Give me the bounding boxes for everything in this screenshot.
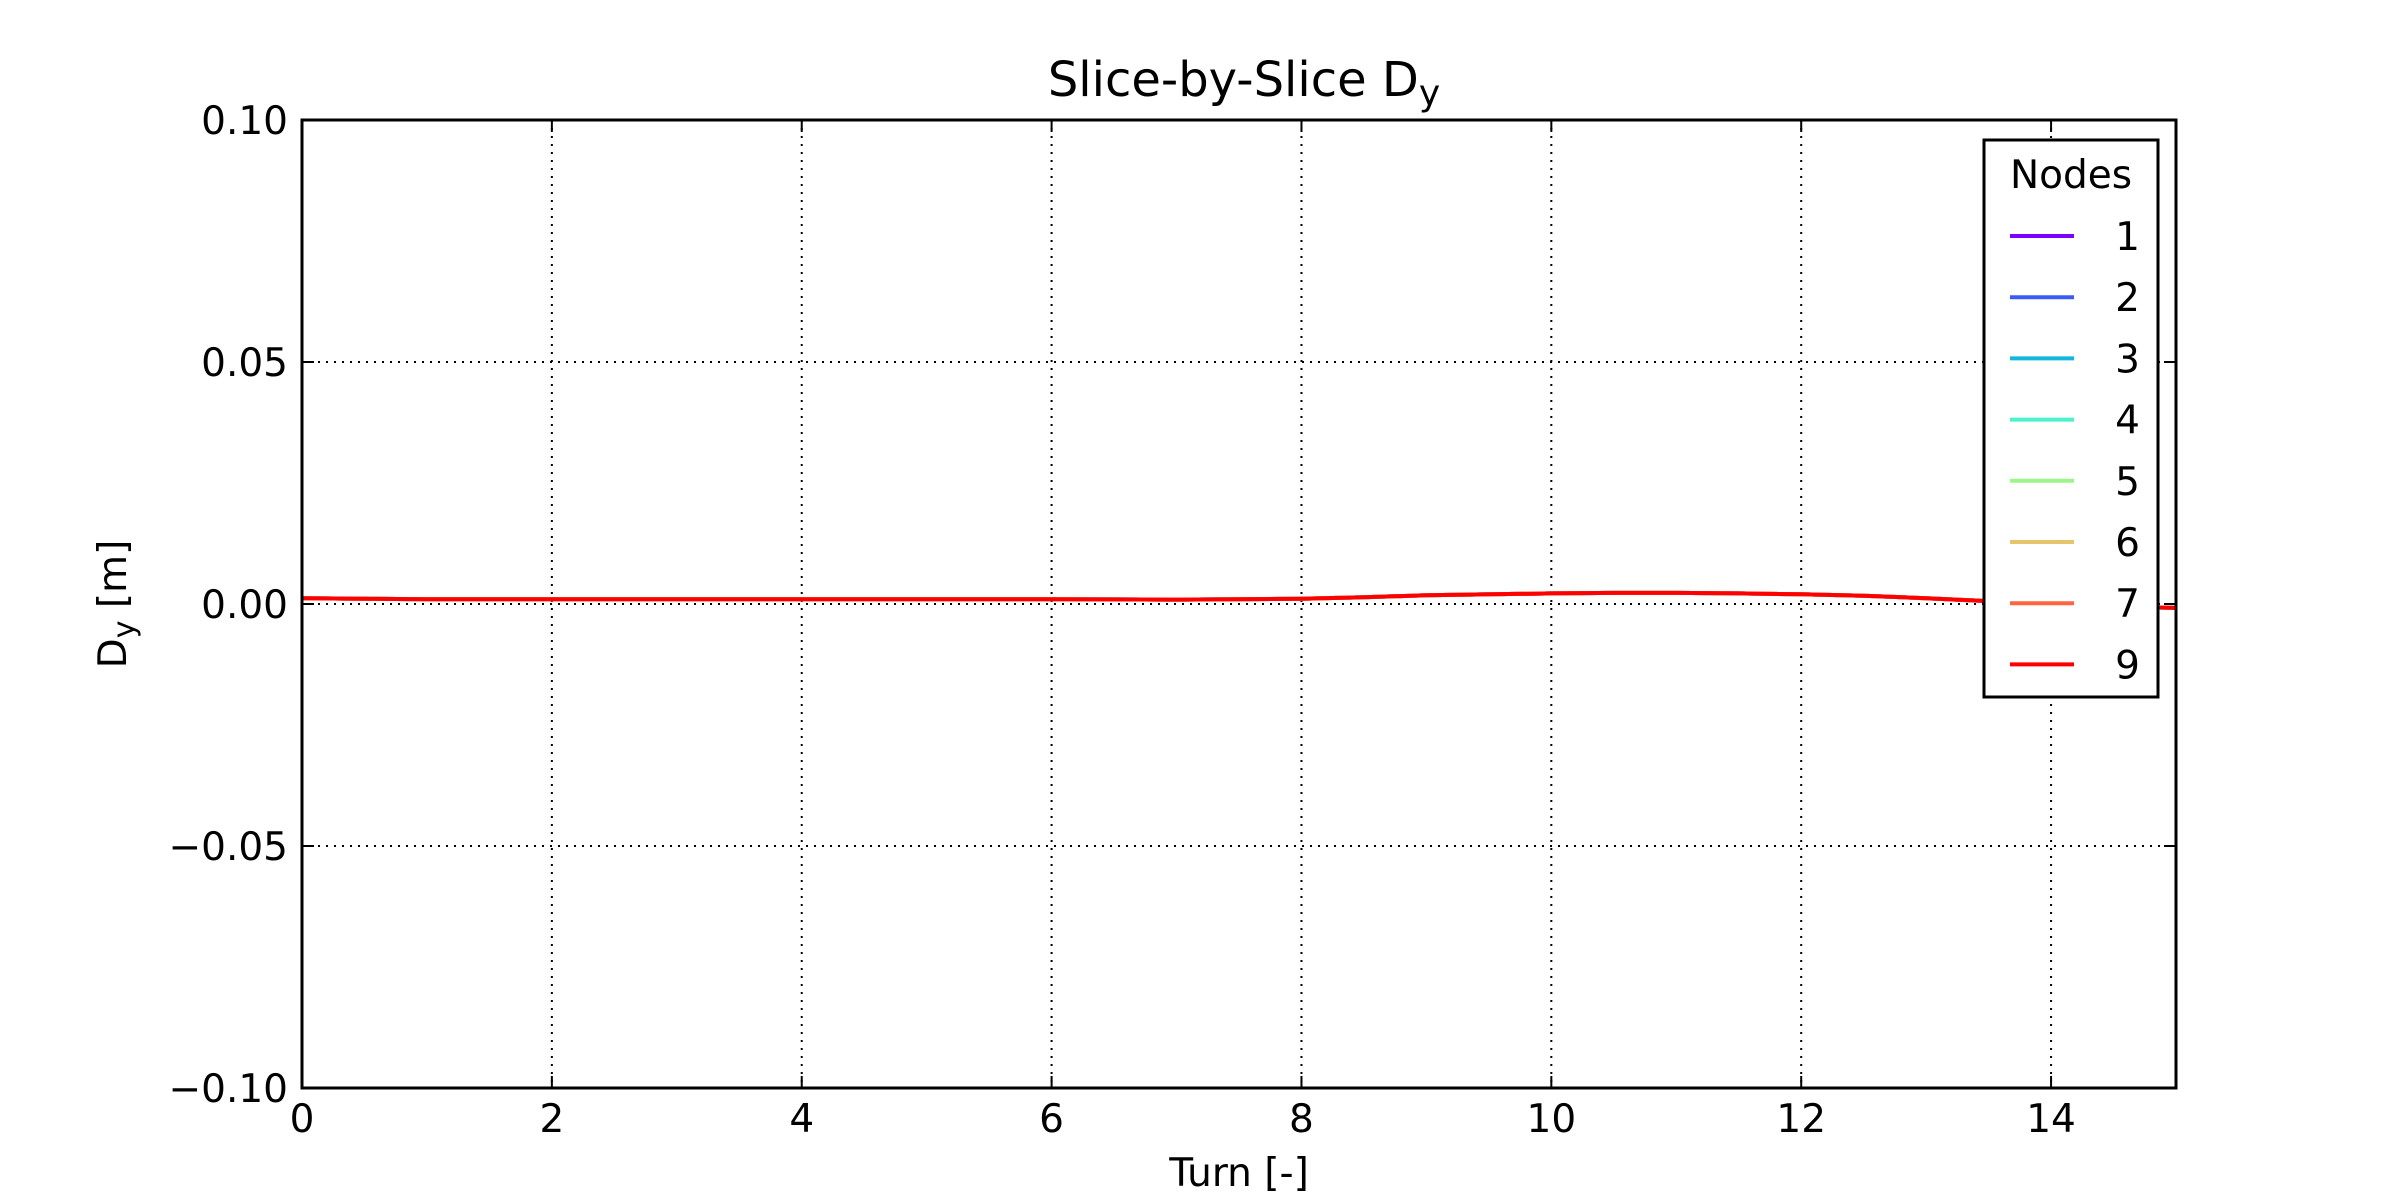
x-tick-label: 0 <box>290 1097 315 1142</box>
legend-label-node-6: 6 <box>2115 521 2140 566</box>
x-tick-label: 8 <box>1289 1097 1314 1142</box>
legend-label-node-7: 7 <box>2115 582 2140 627</box>
grid <box>302 120 2176 1088</box>
x-tick-label: 2 <box>539 1097 564 1142</box>
x-tick-label: 10 <box>1527 1097 1577 1142</box>
legend-label-node-1: 1 <box>2115 215 2140 260</box>
y-axis-label-subscript: y <box>107 621 142 639</box>
legend: Nodes 1 2 3 4 5 6 7 9 <box>1982 138 2160 699</box>
x-axis-label: Turn [-] <box>1168 1151 1309 1196</box>
tick-marks <box>301 119 2176 1089</box>
y-tick-label: −0.10 <box>168 1067 288 1112</box>
plot-area <box>300 118 2178 1090</box>
y-axis-label-unit: [m] <box>91 540 136 621</box>
y-tick-label: 0.05 <box>201 341 288 386</box>
y-tick-labels: −0.10 −0.05 0.00 0.05 0.10 <box>168 99 288 1112</box>
y-tick-label: 0.10 <box>201 99 288 144</box>
legend-label-node-2: 2 <box>2115 276 2140 321</box>
x-tick-label: 14 <box>2026 1097 2076 1142</box>
legend-title: Nodes <box>2010 153 2132 198</box>
x-tick-labels: 0 2 4 6 8 10 12 14 <box>290 1097 2076 1142</box>
y-tick-label: −0.05 <box>168 825 288 870</box>
series-line-node-9 <box>301 590 2177 610</box>
legend-label-node-5: 5 <box>2115 460 2140 505</box>
legend-label-node-4: 4 <box>2115 399 2140 444</box>
y-axis-label: Dy [m] <box>91 540 142 669</box>
series-lines <box>301 590 2177 610</box>
x-tick-label: 4 <box>789 1097 814 1142</box>
chart-title: Slice-by-Slice Dy <box>1048 52 1440 114</box>
x-tick-label: 6 <box>1039 1097 1064 1142</box>
legend-label-node-3: 3 <box>2115 337 2140 382</box>
x-tick-label: 12 <box>1776 1097 1826 1142</box>
legend-label-node-9: 9 <box>2115 643 2140 688</box>
legend-entries: 1 2 3 4 5 6 7 9 <box>2010 215 2140 688</box>
chart-title-subscript: y <box>1419 73 1440 114</box>
y-tick-label: 0.00 <box>201 583 288 628</box>
